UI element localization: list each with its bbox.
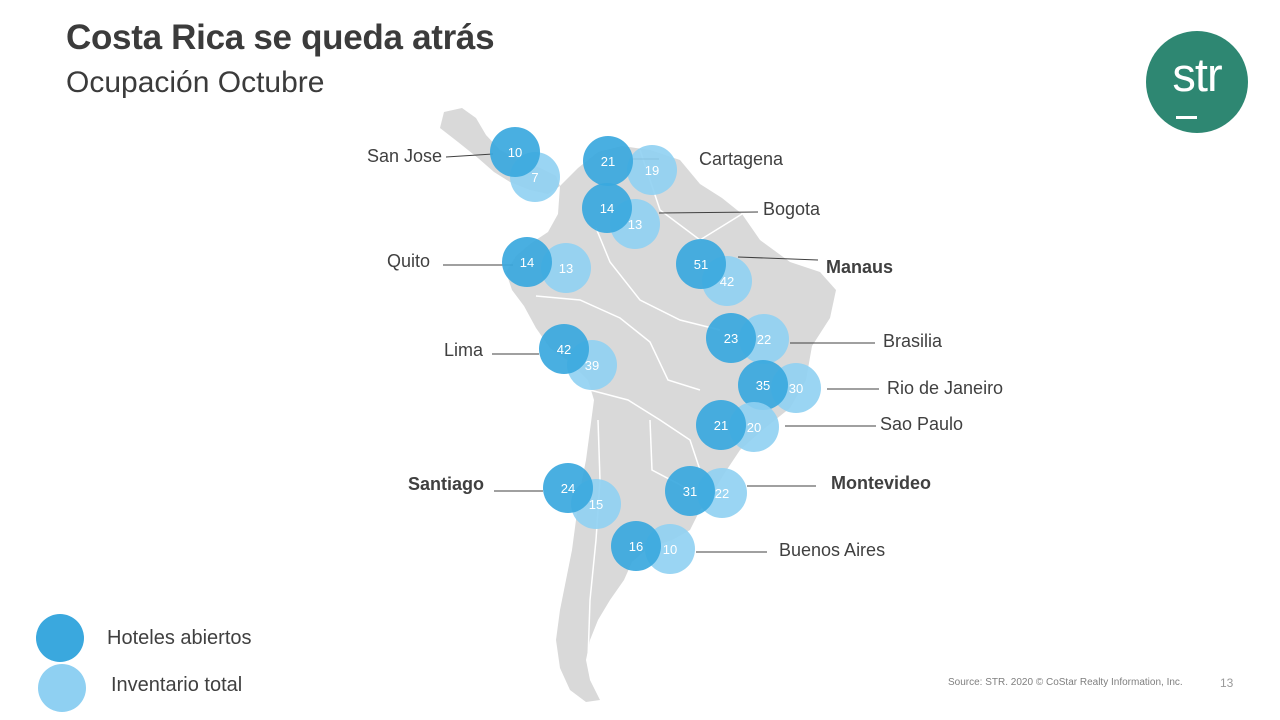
open-bubble-sao-paulo	[696, 400, 746, 450]
legend-inventory-label: Inventario total	[111, 674, 243, 696]
source-note: Source: STR. 2020 © CoStar Realty Inform…	[948, 677, 1183, 688]
inventory-value-santiago: 15	[589, 497, 603, 512]
city-label-lima: Lima	[444, 340, 484, 360]
str-logo: str	[1146, 31, 1248, 133]
inventory-value-sao-paulo: 20	[747, 420, 761, 435]
inventory-value-buenos-aires: 10	[663, 542, 677, 557]
inventory-value-brasilia: 22	[757, 332, 771, 347]
inventory-value-bogota: 13	[628, 217, 642, 232]
border-line	[535, 295, 701, 391]
city-label-bogota: Bogota	[763, 199, 821, 219]
bubble-pair-bogota: 13 14	[582, 183, 660, 249]
open-value-cartagena: 21	[601, 154, 615, 169]
page-number: 13	[1220, 676, 1234, 690]
city-label-buenos-aires: Buenos Aires	[779, 540, 886, 560]
bubble-pair-rio-de-janeiro: 30 35	[738, 360, 821, 413]
open-bubble-bogota	[582, 183, 632, 233]
open-value-san-jose: 10	[508, 145, 522, 160]
bubble-pair-manaus: 42 51	[676, 239, 752, 306]
city-label-cartagena: Cartagena	[699, 149, 784, 169]
logo-underline	[1176, 116, 1197, 119]
city-label-san-jose: San Jose	[367, 146, 443, 166]
bubble-pair-san-jose: 7 10	[490, 127, 560, 202]
open-value-rio-de-janeiro: 35	[756, 378, 770, 393]
open-value-lima: 42	[557, 342, 571, 357]
open-bubble-quito	[502, 237, 552, 287]
leader-line-san-jose	[445, 153, 494, 158]
open-value-manaus: 51	[694, 257, 708, 272]
border-line	[587, 419, 601, 661]
inventory-value-montevideo: 22	[715, 486, 729, 501]
legend-inventory-dot	[38, 664, 86, 712]
inventory-value-san-jose: 7	[531, 170, 538, 185]
open-bubble-manaus	[676, 239, 726, 289]
open-bubble-buenos-aires	[611, 521, 661, 571]
city-label-santiago: Santiago	[408, 474, 485, 494]
open-value-brasilia: 23	[724, 331, 738, 346]
inventory-value-quito: 13	[559, 261, 573, 276]
open-bubble-lima	[539, 324, 589, 374]
open-bubble-rio-de-janeiro	[738, 360, 788, 410]
open-bubble-santiago	[543, 463, 593, 513]
inventory-value-lima: 39	[585, 358, 599, 373]
page-subtitle: Ocupación Octubre	[66, 66, 325, 99]
open-value-santiago: 24	[561, 481, 575, 496]
logo-text: str	[1172, 48, 1222, 101]
open-bubble-san-jose	[490, 127, 540, 177]
inventory-value-rio-de-janeiro: 30	[789, 381, 803, 396]
city-label-quito: Quito	[387, 251, 431, 271]
city-label-sao-paulo: Sao Paulo	[880, 414, 964, 434]
open-bubble-montevideo	[665, 466, 715, 516]
open-value-bogota: 14	[600, 201, 614, 216]
border-line	[589, 389, 701, 471]
open-value-buenos-aires: 16	[629, 539, 643, 554]
city-label-brasilia: Brasilia	[883, 331, 943, 351]
page-title: Costa Rica se queda atrás	[66, 18, 495, 57]
border-line	[595, 227, 721, 331]
legend-open-dot	[36, 614, 84, 662]
inventory-value-manaus: 42	[720, 274, 734, 289]
open-bubble-cartagena	[583, 136, 633, 186]
legend-open-label: Hoteles abiertos	[107, 627, 252, 649]
leader-line-manaus	[737, 256, 819, 261]
open-value-sao-paulo: 21	[714, 418, 728, 433]
inventory-value-cartagena: 19	[645, 163, 659, 178]
open-bubble-brasilia	[706, 313, 756, 363]
city-label-manaus: Manaus	[826, 257, 894, 277]
bubble-pair-quito: 13 14	[502, 237, 591, 293]
bubble-pair-montevideo: 22 31	[665, 466, 747, 518]
city-label-rio-de-janeiro: Rio de Janeiro	[887, 378, 1004, 398]
inventory-bubble-cartagena	[627, 145, 677, 195]
bubble-pair-brasilia: 22 23	[706, 313, 789, 364]
leader-line-bogota	[658, 211, 759, 214]
open-value-quito: 14	[520, 255, 534, 270]
city-label-montevideo: Montevideo	[831, 473, 932, 493]
inventory-bubble-quito	[541, 243, 591, 293]
open-value-montevideo: 31	[683, 484, 697, 499]
south-america-shape	[506, 146, 836, 702]
bubble-pair-buenos-aires: 10 16	[611, 521, 695, 574]
bubble-pair-lima: 39 42	[539, 324, 617, 390]
